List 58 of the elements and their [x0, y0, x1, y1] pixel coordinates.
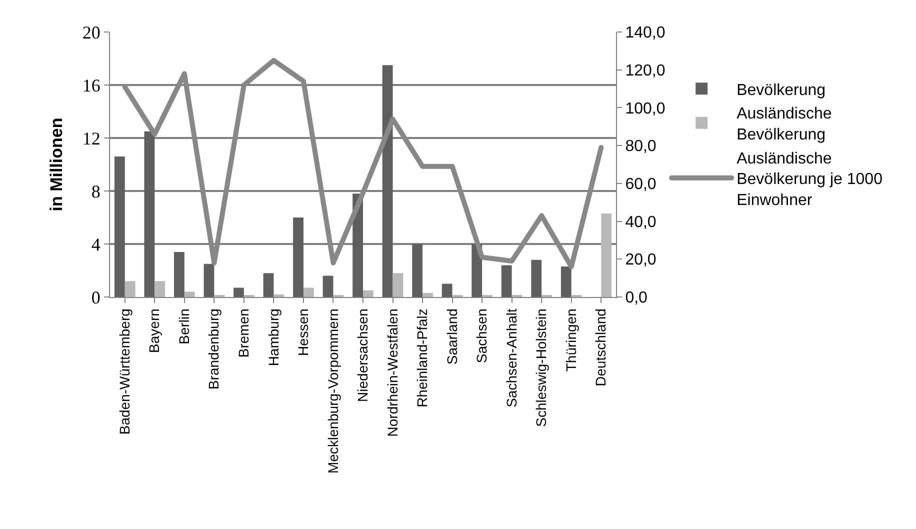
- y2-tick-label: 60,0: [625, 176, 656, 194]
- x-tick-label: Nordrhein-Westfalen: [384, 308, 400, 437]
- x-tick-label: Deutschland: [592, 308, 609, 386]
- bar: [560, 266, 572, 297]
- bar: [422, 293, 433, 297]
- x-tick-label: Thüringen: [562, 308, 579, 372]
- bar: [442, 284, 452, 297]
- x-tick-label: Niedersachsen: [354, 308, 371, 402]
- x-tick-label: Brandenburg: [206, 308, 222, 390]
- bar: [263, 273, 274, 297]
- bar: [274, 294, 284, 297]
- bar: [114, 156, 125, 297]
- bar: [154, 281, 166, 297]
- bar: [174, 252, 184, 297]
- x-tick-label: Hamburg: [265, 308, 282, 366]
- x-tick-label: Bremen: [235, 308, 252, 358]
- y2-tick-label: 140,0: [625, 24, 666, 42]
- x-tick-label: Sachsen-Anhalt: [503, 308, 520, 408]
- y-tick-label: 12: [82, 128, 100, 148]
- y2-tick-label: 120,0: [625, 62, 666, 80]
- x-tick-label: Hessen: [295, 308, 312, 356]
- y-tick-label: 8: [91, 181, 100, 202]
- x-tick-label: Saarland: [444, 308, 460, 365]
- bar: [303, 288, 314, 297]
- bar: [392, 273, 404, 297]
- bar: [184, 292, 195, 297]
- x-tick-label: Berlin: [176, 308, 192, 344]
- bar: [531, 260, 542, 297]
- bar: [293, 218, 304, 297]
- y-tick-label: 20: [82, 22, 100, 42]
- bar: [363, 290, 374, 297]
- legend-label: Ausländische Bevölkerung: [736, 106, 832, 144]
- y2-tick-label: 40,0: [625, 214, 656, 231]
- legend-label: Bevölkerung: [736, 82, 826, 99]
- y-tick-label: 4: [91, 234, 100, 254]
- bar: [601, 214, 612, 297]
- y2-tick-label: 0,0: [625, 290, 648, 307]
- bar: [382, 65, 393, 297]
- x-tick-label: Rheinland-Pfalz: [414, 308, 430, 408]
- y2-tick-label: 80,0: [625, 138, 656, 156]
- x-tick-label: Sachsen: [474, 308, 490, 364]
- legend-label: Ausländische Bevölkerung je 1000 Einwohner: [736, 150, 883, 209]
- bar: [322, 276, 334, 297]
- y2-tick-label: 20,0: [625, 252, 656, 269]
- y-axis-title: in Millionen: [46, 118, 66, 212]
- y-tick-label: 16: [82, 75, 100, 96]
- x-tick-label: Mecklenburg-Vorpommern: [324, 308, 341, 474]
- y2-tick-label: 100,0: [625, 100, 666, 118]
- bar: [144, 131, 155, 297]
- x-tick-label: Schleswig-Holstein: [533, 308, 550, 427]
- bar: [234, 288, 244, 297]
- bar: [124, 281, 136, 297]
- x-tick-label: Baden-Württemberg: [116, 308, 132, 435]
- y-tick-label: 0: [91, 287, 100, 308]
- bar: [412, 244, 423, 297]
- bar: [204, 264, 214, 297]
- x-tick-label: Bayern: [146, 308, 162, 353]
- bar: [501, 265, 512, 297]
